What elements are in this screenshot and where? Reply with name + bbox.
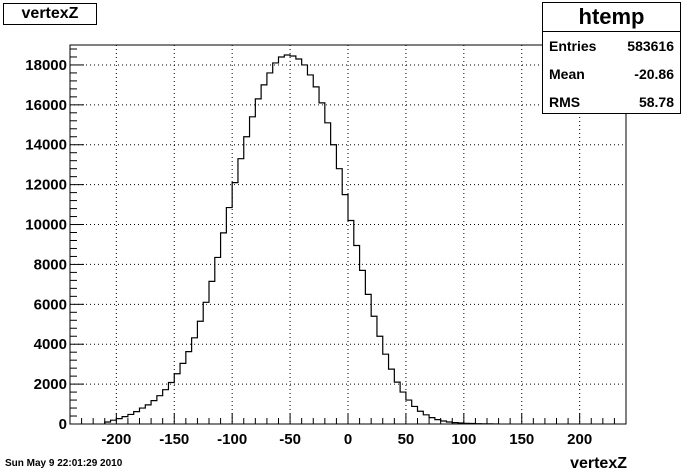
y-tick-label: 2000 xyxy=(34,376,67,393)
stats-value: -20.86 xyxy=(634,66,674,82)
stats-row-entries: Entries 583616 xyxy=(543,32,680,60)
x-tick-label: -150 xyxy=(159,431,189,448)
stats-value: 58.78 xyxy=(638,94,674,110)
histogram xyxy=(104,54,500,425)
stats-label: Entries xyxy=(549,38,597,54)
y-tick-label: 12000 xyxy=(25,177,67,194)
y-tick-label: 10000 xyxy=(25,217,67,234)
x-tick-label: 200 xyxy=(567,431,592,448)
x-tick-label: 0 xyxy=(344,431,352,448)
y-tick-label: 14000 xyxy=(25,137,67,154)
stats-label: RMS xyxy=(549,94,581,110)
timestamp: Sun May 9 22:01:29 2010 xyxy=(5,458,123,469)
stats-row-rms: RMS 58.78 xyxy=(543,88,680,116)
y-tick-label: 6000 xyxy=(34,296,67,313)
x-tick-label: 100 xyxy=(451,431,476,448)
stats-label: Mean xyxy=(549,66,585,82)
y-tick-label: 8000 xyxy=(34,256,67,273)
x-tick-label: 150 xyxy=(509,431,534,448)
y-tick-label: 0 xyxy=(59,416,67,433)
x-tick-label: 50 xyxy=(398,431,415,448)
stats-box: htemp Entries 583616 Mean -20.86 RMS 58.… xyxy=(542,2,681,114)
x-tick-label: -100 xyxy=(217,431,247,448)
stats-value: 583616 xyxy=(627,38,674,54)
stats-row-mean: Mean -20.86 xyxy=(543,60,680,88)
y-tick-label: 18000 xyxy=(25,57,67,74)
axis-ticks xyxy=(69,48,627,425)
y-tick-label: 16000 xyxy=(25,97,67,114)
stats-title: htemp xyxy=(543,3,680,32)
plot-frame xyxy=(69,44,627,425)
histogram-outline xyxy=(104,54,500,425)
tick-labels: -200 -150 -100 -50 0 50 100 150 2000200040006000… xyxy=(25,57,592,448)
chart-title: vertexZ xyxy=(3,3,97,25)
y-tick-label: 4000 xyxy=(34,336,67,353)
x-axis-label: vertexZ xyxy=(570,455,627,472)
x-tick-label: -50 xyxy=(279,431,301,448)
x-tick-label: -200 xyxy=(101,431,131,448)
grid xyxy=(70,45,626,424)
